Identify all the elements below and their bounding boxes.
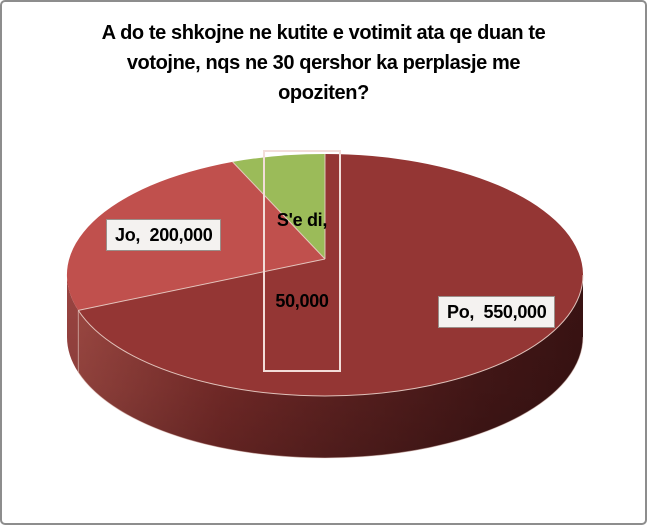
chart-title: A do te shkojne ne kutite e votimit ata … xyxy=(22,18,625,108)
pie-slice-sedi xyxy=(232,153,325,259)
pie-edge-lines xyxy=(77,154,584,459)
pie-rim-shading xyxy=(67,275,583,458)
data-label-jo: Jo, 200,000 xyxy=(106,219,222,251)
data-label-sedi: S'e di, 50,000 xyxy=(263,150,341,372)
data-label-sedi-line1: S'e di, xyxy=(276,210,328,230)
data-label-sedi-line2: 50,000 xyxy=(275,291,329,311)
pie-slice-po xyxy=(78,154,584,396)
chart-title-line3: opoziten? xyxy=(278,82,369,104)
chart-title-line1: A do te shkojne ne kutite e votimit ata … xyxy=(101,22,546,44)
data-label-po: Po, 550,000 xyxy=(438,296,556,328)
chart-title-line2: votojne, nqs ne 30 qershor ka perplasje … xyxy=(126,52,521,74)
